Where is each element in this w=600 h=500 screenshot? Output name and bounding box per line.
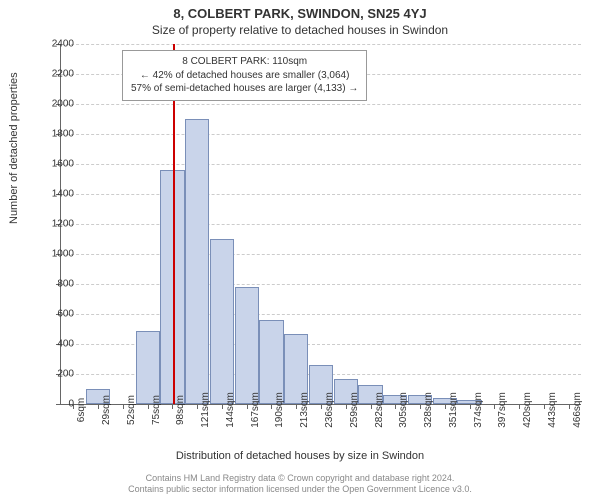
xtick-mark (470, 404, 471, 409)
xtick-label: 420sqm (522, 392, 533, 428)
title-sub: Size of property relative to detached ho… (0, 21, 600, 37)
xtick-mark (519, 404, 520, 409)
xtick-mark (321, 404, 322, 409)
xtick-mark (222, 404, 223, 409)
info-line-1: 8 COLBERT PARK: 110sqm (131, 55, 358, 69)
histogram-bar (185, 119, 209, 404)
xtick-label: 351sqm (448, 392, 459, 428)
histogram-bar (136, 331, 160, 405)
ytick-label: 800 (34, 279, 74, 290)
title-main: 8, COLBERT PARK, SWINDON, SN25 4YJ (0, 0, 600, 21)
xtick-label: 374sqm (473, 392, 484, 428)
chart-area: 6sqm29sqm52sqm75sqm98sqm121sqm144sqm167s… (60, 44, 580, 404)
xtick-mark (247, 404, 248, 409)
histogram-bar (210, 239, 234, 404)
xtick-label: 29sqm (101, 395, 112, 425)
info-line-3: 57% of semi-detached houses are larger (… (131, 82, 358, 96)
xtick-mark (544, 404, 545, 409)
xtick-label: 397sqm (497, 392, 508, 428)
xtick-mark (123, 404, 124, 409)
gridline (61, 164, 581, 165)
ytick-label: 600 (34, 309, 74, 320)
gridline (61, 194, 581, 195)
ytick-label: 2200 (34, 69, 74, 80)
gridline (61, 224, 581, 225)
xtick-mark (494, 404, 495, 409)
ytick-label: 400 (34, 339, 74, 350)
ytick-label: 2000 (34, 99, 74, 110)
y-axis-label: Number of detached properties (8, 72, 20, 224)
footer-line-1: Contains HM Land Registry data © Crown c… (0, 473, 600, 485)
xtick-label: 466sqm (572, 392, 583, 428)
ytick-label: 1800 (34, 129, 74, 140)
ytick-label: 2400 (34, 39, 74, 50)
xtick-mark (172, 404, 173, 409)
xtick-mark (148, 404, 149, 409)
xtick-mark (98, 404, 99, 409)
x-axis-label: Distribution of detached houses by size … (0, 450, 600, 462)
xtick-mark (445, 404, 446, 409)
info-line-2: ← 42% of detached houses are smaller (3,… (131, 69, 358, 83)
gridline (61, 254, 581, 255)
ytick-label: 1200 (34, 219, 74, 230)
xtick-mark (569, 404, 570, 409)
xtick-mark (271, 404, 272, 409)
gridline (61, 284, 581, 285)
xtick-mark (395, 404, 396, 409)
xtick-mark (296, 404, 297, 409)
histogram-bar (235, 287, 259, 404)
footer: Contains HM Land Registry data © Crown c… (0, 473, 600, 496)
ytick-label: 200 (34, 369, 74, 380)
xtick-mark (371, 404, 372, 409)
gridline (61, 44, 581, 45)
ytick-label: 1000 (34, 249, 74, 260)
info-box: 8 COLBERT PARK: 110sqm ← 42% of detached… (122, 50, 367, 101)
chart-container: 8, COLBERT PARK, SWINDON, SN25 4YJ Size … (0, 0, 600, 500)
ytick-label: 0 (34, 399, 74, 410)
xtick-mark (346, 404, 347, 409)
ytick-label: 1600 (34, 159, 74, 170)
gridline (61, 314, 581, 315)
gridline (61, 104, 581, 105)
xtick-mark (420, 404, 421, 409)
ytick-label: 1400 (34, 189, 74, 200)
footer-line-2: Contains public sector information licen… (0, 484, 600, 496)
xtick-mark (197, 404, 198, 409)
gridline (61, 134, 581, 135)
xtick-label: 443sqm (547, 392, 558, 428)
